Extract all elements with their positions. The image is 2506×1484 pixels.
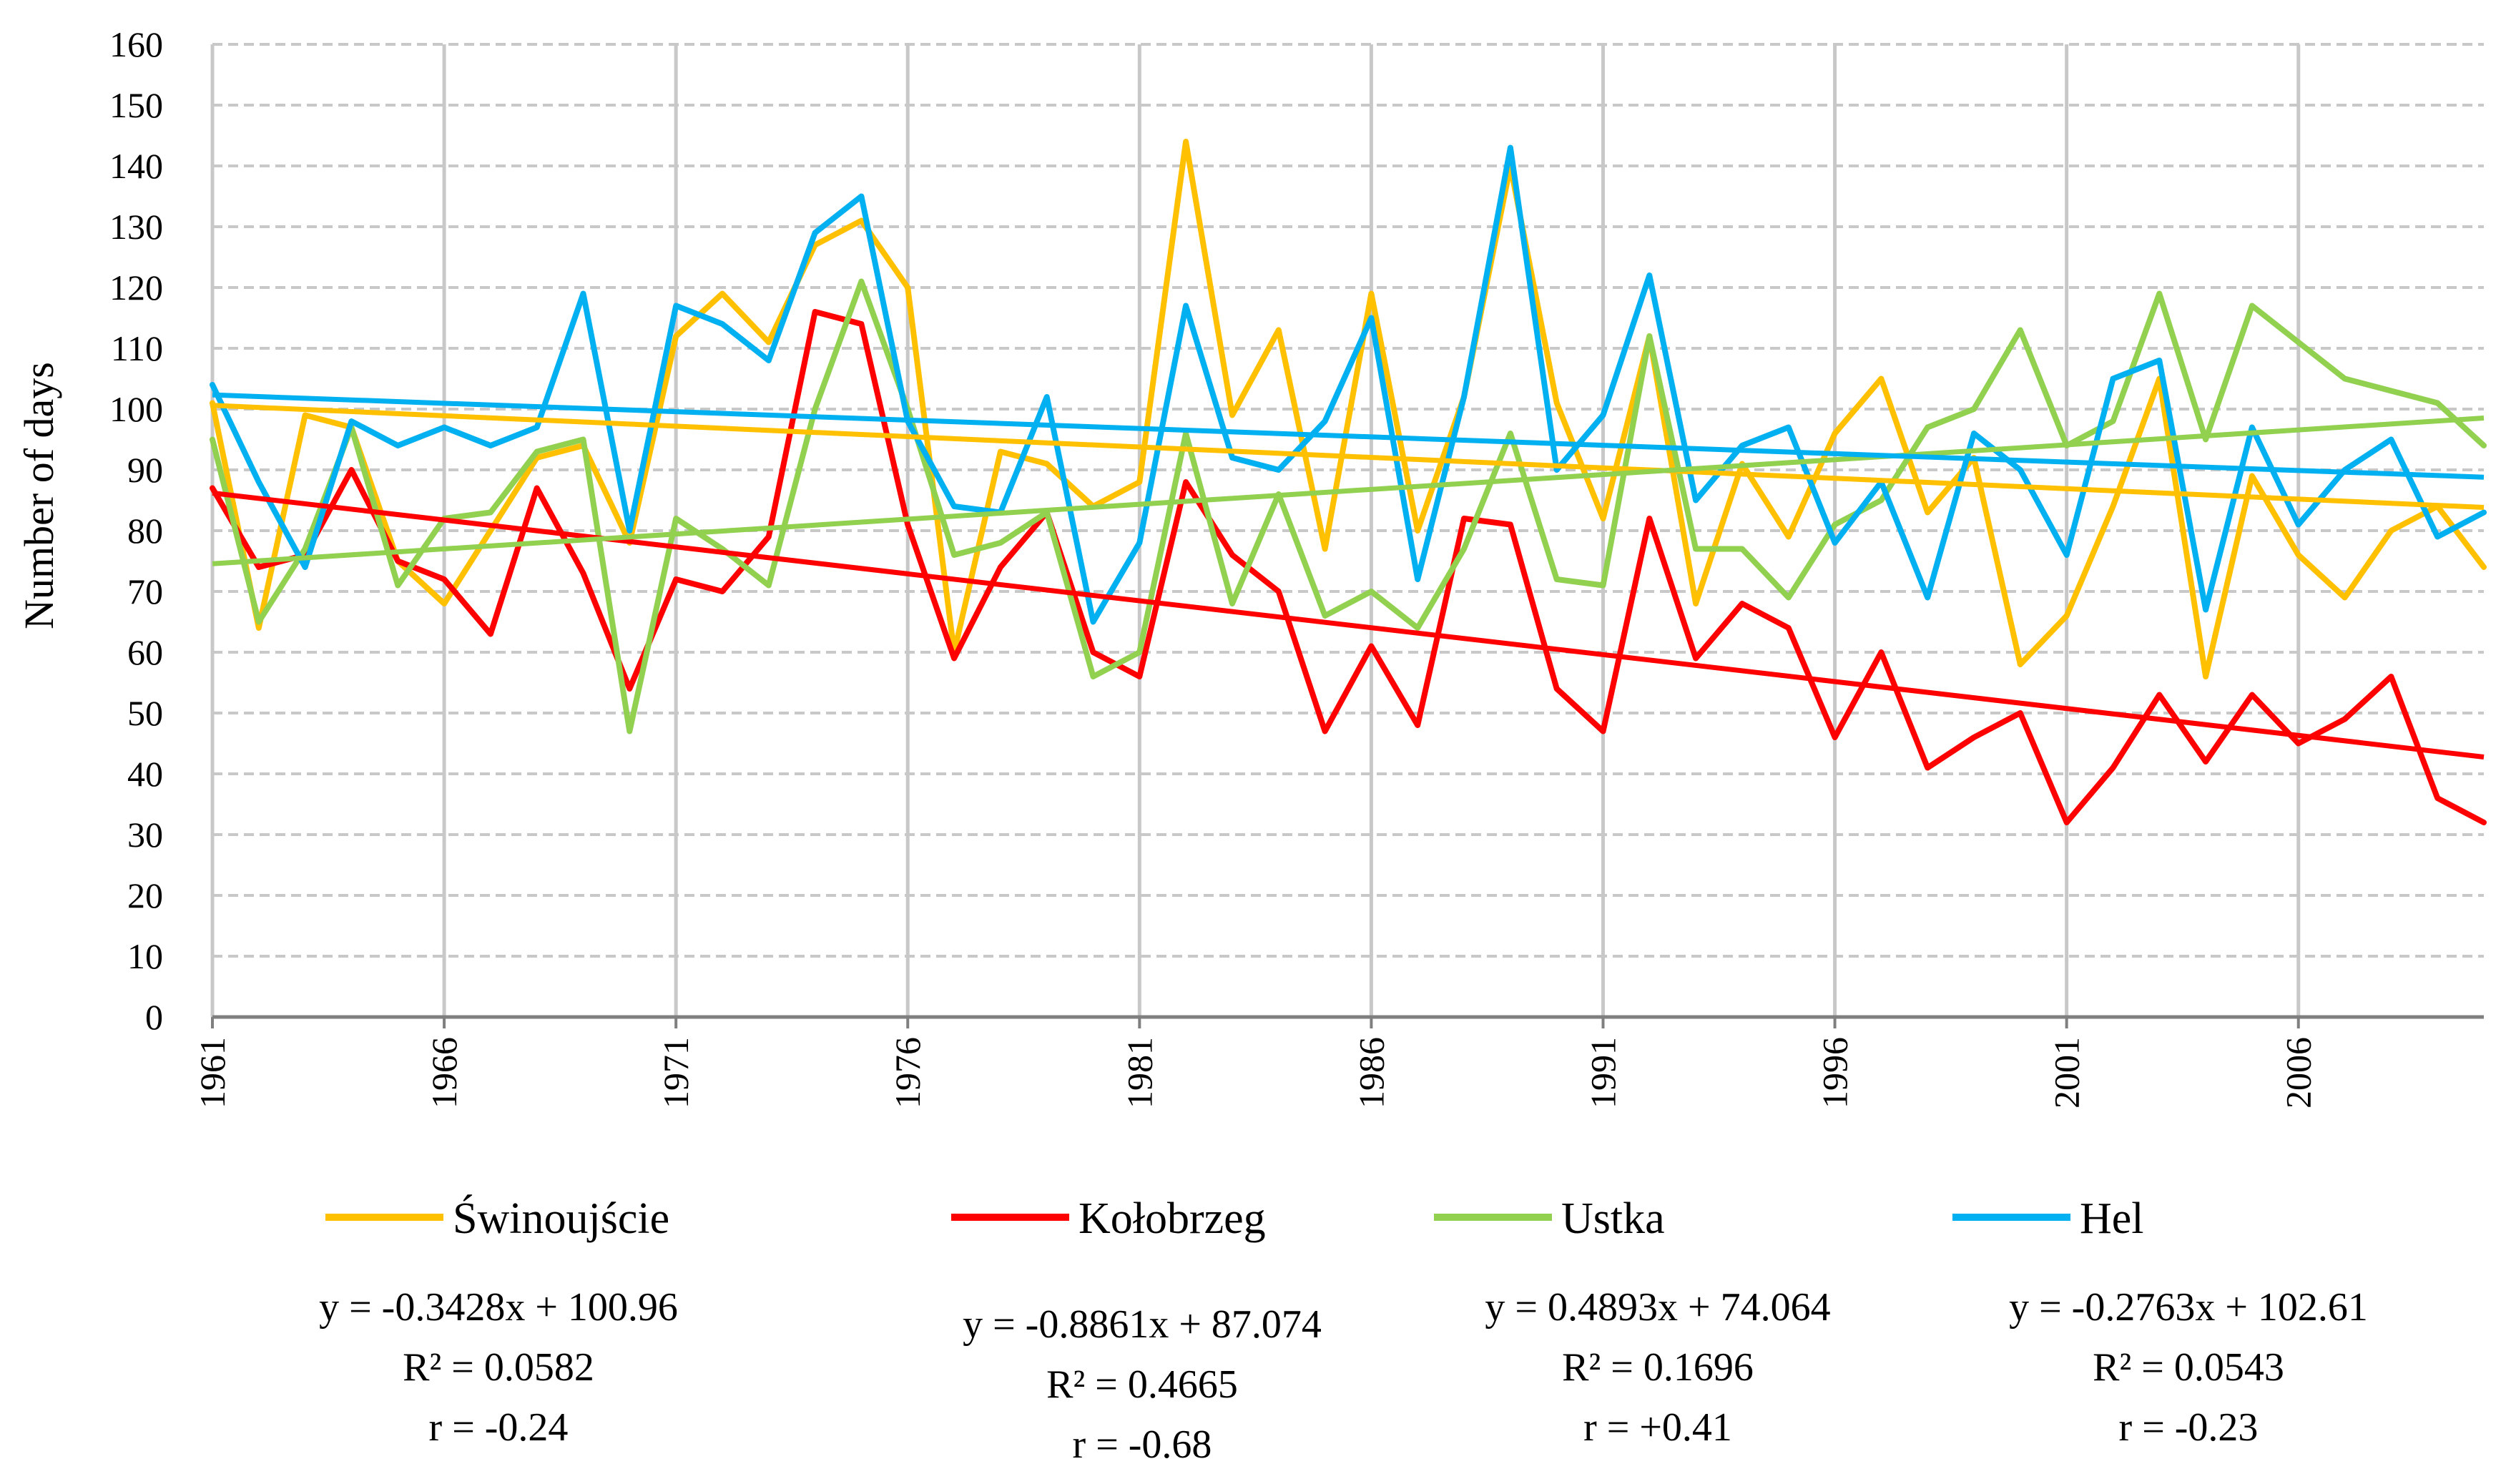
trend-line-Hel	[212, 392, 2485, 480]
legend-label: Kołobrzeg	[1078, 1194, 1266, 1243]
series-line-Ustka	[210, 278, 2487, 734]
y-tick-label: 90	[127, 450, 163, 490]
y-tick-label: 140	[109, 146, 163, 186]
y-tick-label: 50	[127, 693, 163, 733]
x-tick-label: 1991	[1583, 1037, 1623, 1109]
trend-line-Świnoujście	[212, 403, 2485, 511]
trend-equation: y = -0.3428x + 100.96	[319, 1285, 678, 1330]
x-tick-label: 1976	[888, 1037, 928, 1109]
y-tick-label: 60	[127, 632, 163, 672]
x-tick-label: 2001	[2047, 1037, 2087, 1109]
trend-line-Kołobrzeg	[212, 490, 2485, 760]
r-label: r = -0.23	[2119, 1405, 2259, 1450]
y-axis-label: Number of days	[16, 362, 62, 629]
x-axis-ticks: 1961 1966 1971 1976 1981 1986 1991 1996 2001 2006	[192, 1017, 2319, 1109]
trend-equation: y = -0.2763x + 102.61	[2009, 1285, 2368, 1330]
series-line-Świnoujście	[210, 139, 2487, 679]
y-tick-label: 100	[109, 389, 163, 429]
series-line-Kołobrzeg	[210, 309, 2487, 825]
y-tick-label: 30	[127, 815, 163, 855]
r-label: r = -0.68	[1073, 1422, 1212, 1467]
x-tick-label: 1996	[1815, 1037, 1855, 1109]
y-tick-label: 110	[111, 328, 163, 368]
r-squared-label: R² = 0.0543	[2093, 1345, 2284, 1390]
r-squared-label: R² = 0.4665	[1046, 1362, 1238, 1407]
trend-equation: y = -0.8861x + 87.074	[963, 1302, 1322, 1347]
trend-lines	[212, 392, 2485, 760]
y-tick-label: 0	[145, 997, 163, 1037]
trend-line-Ustka	[212, 416, 2485, 566]
x-tick-label: 1961	[192, 1037, 232, 1109]
legend-label: Świnoujście	[453, 1194, 669, 1243]
y-tick-label: 80	[127, 511, 163, 551]
r-label: r = -0.24	[429, 1405, 569, 1450]
y-tick-label: 150	[109, 85, 163, 125]
y-axis-ticks: 0 10 20 30 40 50 60 70 80 90 100 110 120 130 140 150 160	[109, 24, 163, 1037]
y-tick-label: 20	[127, 875, 163, 915]
legend-label: Ustka	[1561, 1194, 1665, 1243]
y-tick-label: 160	[109, 24, 163, 64]
series-line-Hel	[210, 144, 2487, 625]
y-tick-label: 70	[127, 571, 163, 611]
y-tick-label: 130	[109, 207, 163, 247]
legend: Świnoujście Kołobrzeg Ustka Hel	[325, 1194, 2144, 1243]
x-tick-label: 1981	[1119, 1037, 1159, 1109]
x-tick-label: 1971	[656, 1037, 696, 1109]
y-tick-label: 40	[127, 754, 163, 794]
y-tick-label: 10	[127, 936, 163, 976]
trend-equation: y = 0.4893x + 74.064	[1485, 1285, 1830, 1330]
r-label: r = +0.41	[1583, 1405, 1732, 1450]
gridlines	[210, 43, 2484, 1017]
series-lines	[210, 139, 2487, 825]
r-squared-label: R² = 0.0582	[403, 1345, 594, 1390]
x-tick-label: 1966	[424, 1037, 464, 1109]
y-tick-label: 120	[109, 267, 163, 308]
r-squared-label: R² = 0.1696	[1562, 1345, 1754, 1390]
trend-equations: y = -0.3428x + 100.96 R² = 0.0582 r = -0.2…	[319, 1285, 2368, 1467]
legend-label: Hel	[2080, 1194, 2144, 1243]
x-tick-label: 2006	[2279, 1037, 2319, 1109]
x-tick-label: 1986	[1351, 1037, 1391, 1109]
